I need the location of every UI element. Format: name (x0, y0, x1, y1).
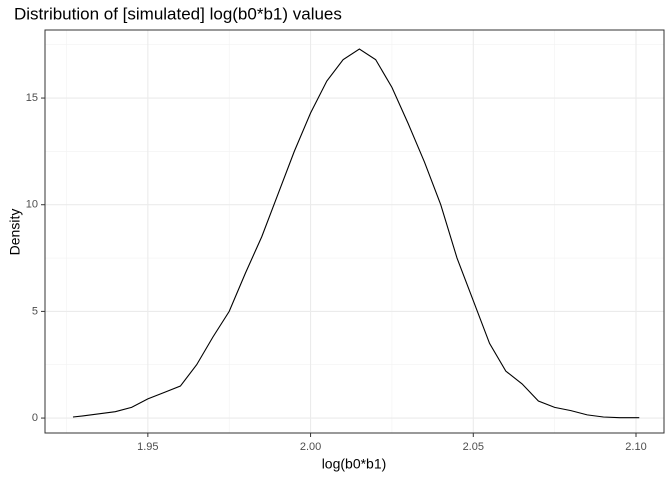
x-tick-label: 2.00 (300, 441, 321, 453)
x-tick-label: 1.95 (137, 441, 158, 453)
x-tick-label: 2.10 (625, 441, 646, 453)
y-tick-label: 0 (32, 412, 38, 424)
density-line (72, 48, 640, 419)
x-axis-title: log(b0*b1) (322, 456, 387, 472)
panel-border (44, 29, 665, 434)
y-tick-label: 5 (32, 305, 38, 317)
y-tick-label: 15 (26, 92, 38, 104)
plot-background (45, 30, 664, 433)
chart-title: Distribution of [simulated] log(b0*b1) v… (14, 4, 342, 23)
x-tick-label: 2.05 (463, 441, 484, 453)
y-tick-label: 10 (26, 199, 38, 211)
y-axis-title: Density (7, 209, 23, 256)
